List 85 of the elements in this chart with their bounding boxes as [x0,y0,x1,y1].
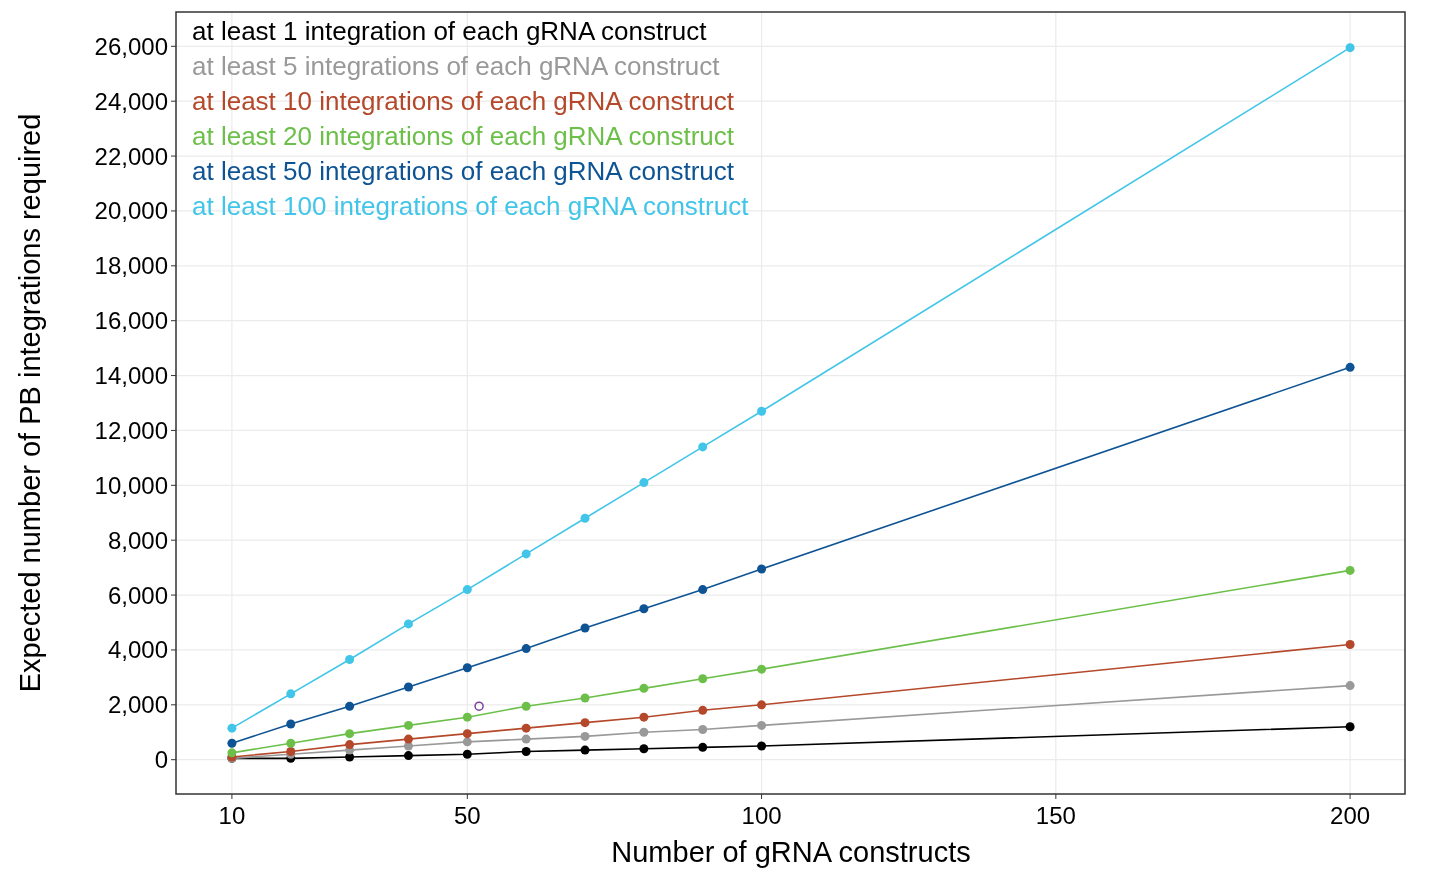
text: at least 20 integrations of each gRNA construct [192,121,735,151]
point [757,720,767,730]
x-tick-label: 10 [218,802,246,829]
point [403,751,413,761]
y-tick-label: 4,000 [107,636,168,664]
point [474,701,484,711]
point [1345,362,1355,372]
point [698,705,708,715]
y-tick-label: 0 [154,746,168,774]
point [698,742,708,752]
point [462,737,472,747]
point [403,682,413,692]
y-tick-label: 10,000 [94,471,168,499]
point [639,604,649,614]
point [698,585,708,595]
x-tick-label: 100 [741,802,782,829]
point [1345,43,1355,53]
point [757,406,767,416]
point [757,664,767,674]
text: at least 100 integrations of each gRNA construct [192,191,750,221]
point [286,689,296,699]
x-tick-label: 200 [1330,802,1371,829]
point [403,734,413,744]
point [580,623,590,633]
point [345,729,355,739]
point [403,720,413,730]
y-tick-label: 8,000 [107,526,168,554]
y-axis-title: Expected number of PB integrations required [14,113,46,693]
point [227,738,237,748]
text: at least 10 integrations of each gRNA construct [192,86,735,116]
point [1345,681,1355,691]
point [345,740,355,750]
point [1345,722,1355,732]
x-axis-title: Number of gRNA constructs [611,836,971,868]
point [639,683,649,693]
point [757,564,767,574]
point [286,738,296,748]
point [462,585,472,595]
y-tick-label: 24,000 [94,87,168,115]
point [698,674,708,684]
point [580,513,590,523]
point [521,734,531,744]
point [521,644,531,654]
y-tick-label: 18,000 [94,252,168,280]
y-tick-label: 6,000 [107,581,168,609]
point [227,748,237,758]
point [1345,565,1355,575]
y-tick-label: 22,000 [94,142,168,170]
point [1345,639,1355,649]
x-tick-label: 50 [453,802,481,829]
point [580,731,590,741]
point [580,693,590,703]
point [698,442,708,452]
y-tick-label: 2,000 [107,691,168,719]
y-tick-label: 26,000 [94,32,168,60]
text: at least 50 integrations of each gRNA construct [192,156,735,186]
point [345,701,355,711]
point [639,727,649,737]
point [639,744,649,754]
y-tick-label: 12,000 [94,416,168,444]
point [462,712,472,722]
x-tick-label: 150 [1035,802,1076,829]
point [757,741,767,751]
point [639,712,649,722]
text: at least 1 integration of each gRNA construct [192,16,708,46]
point [580,718,590,728]
point [345,655,355,665]
text: at least 5 integrations of each gRNA construct [192,51,721,81]
point [462,749,472,759]
point [639,478,649,488]
point [403,619,413,629]
point [462,663,472,673]
y-tick-label: 14,000 [94,362,168,390]
point [698,725,708,735]
point [521,701,531,711]
point [286,719,296,729]
y-tick-label: 16,000 [94,307,168,335]
point [521,723,531,733]
point [521,746,531,756]
point [757,700,767,710]
point [521,549,531,559]
y-tick-label: 20,000 [94,197,168,225]
point [462,729,472,739]
point [227,723,237,733]
point [580,745,590,755]
